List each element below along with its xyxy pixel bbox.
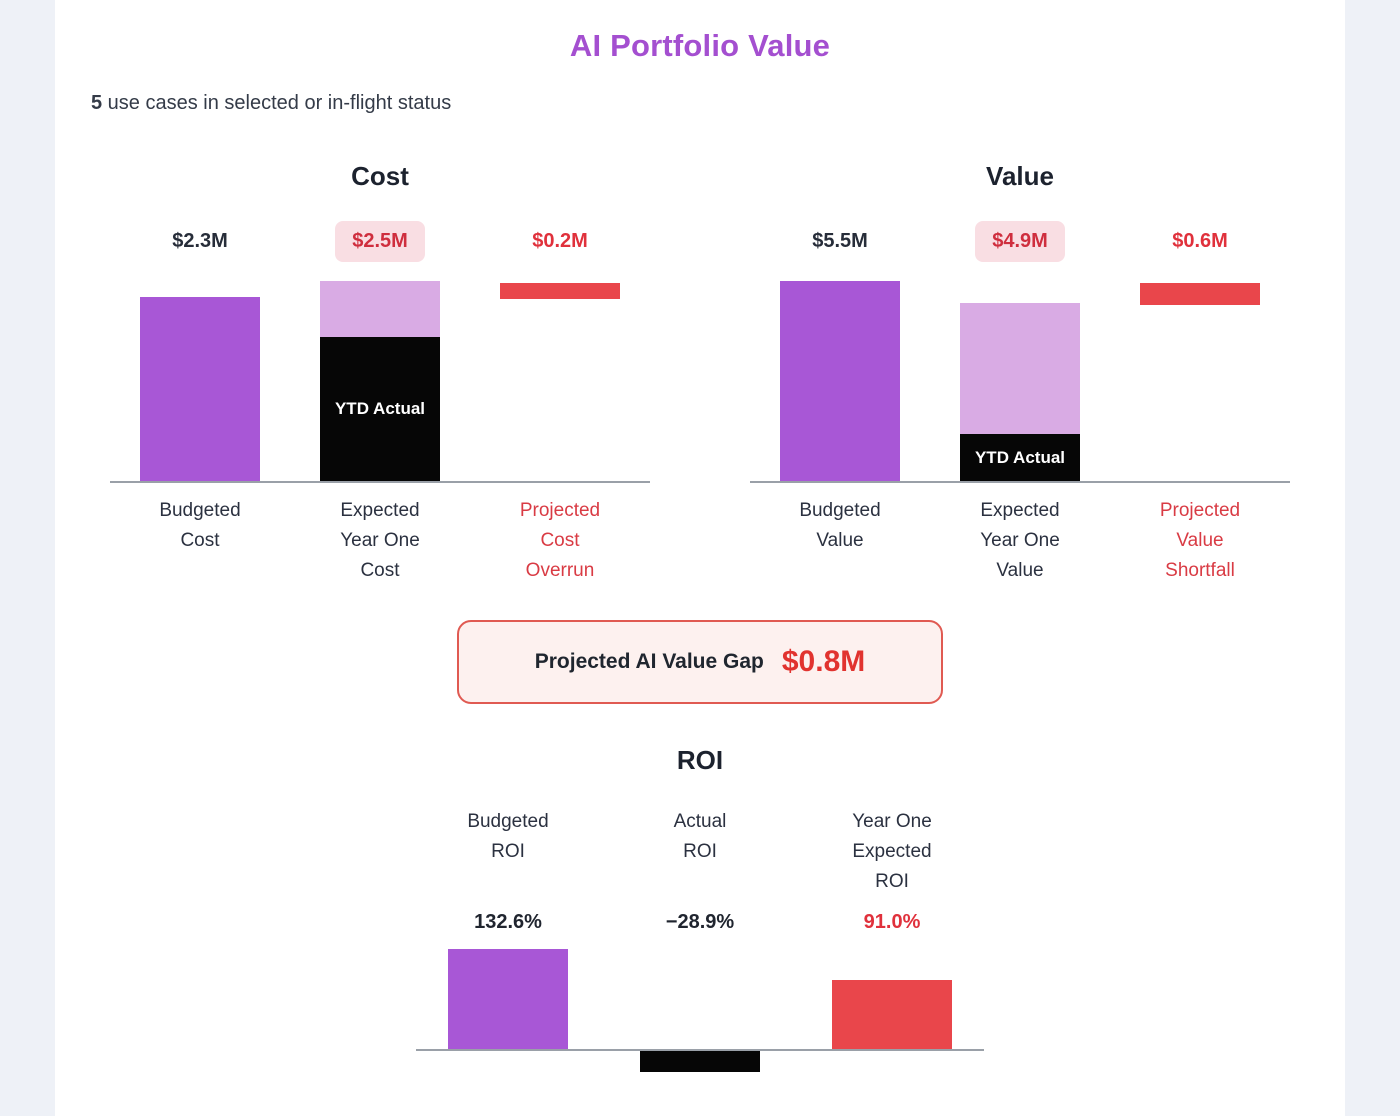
value-shortfall-value-cell: $0.6M: [1110, 230, 1290, 253]
value-shortfall-value: $0.6M: [1172, 229, 1228, 252]
value-category-labels: Budgeted Value Expected Year One Value P…: [750, 496, 1290, 586]
actual-roi-bar: [640, 1050, 760, 1072]
value-gap-amount: $0.8M: [781, 645, 866, 678]
actual-roi-value: −28.9%: [665, 911, 735, 933]
subtitle: 5 use cases in selected or in-flight sta…: [91, 88, 1345, 118]
budgeted-roi-column: [412, 949, 604, 1075]
budgeted-roi-bar: [448, 949, 568, 1049]
projected-cost-overrun-label: Projected Cost Overrun: [519, 500, 601, 581]
budgeted-value-label: Budgeted Value: [799, 500, 881, 551]
cost-value-charts-row: Cost $2.3M $2.5M $0.2M: [55, 158, 1345, 586]
budgeted-cost-value: $2.3M: [172, 229, 228, 252]
value-gap-label: Projected AI Value Gap: [534, 650, 764, 673]
cost-chart-title: Cost: [351, 161, 409, 191]
value-shortfall-column: [1110, 283, 1290, 481]
value-chart-title: Value: [986, 161, 1054, 191]
cost-plot-area: YTD Actual: [110, 281, 650, 483]
cost-overrun-value: $0.2M: [532, 229, 588, 252]
value-plot-area: YTD Actual: [750, 281, 1290, 483]
page-title: AI Portfolio Value: [569, 28, 831, 63]
expected-value-value-cell: $4.9M: [930, 220, 1110, 262]
year-one-expected-roi-column: [796, 949, 988, 1075]
budgeted-value-bar: [780, 281, 900, 481]
cost-overrun-bar: [500, 283, 620, 299]
actual-roi-column: [604, 949, 796, 1075]
cost-chart: Cost $2.3M $2.5M $0.2M: [110, 158, 650, 586]
year-one-expected-roi-value: 91.0%: [863, 911, 921, 933]
budgeted-cost-label: Budgeted Cost: [159, 500, 241, 551]
roi-value-labels: 132.6% −28.9% 91.0%: [412, 911, 988, 934]
expected-year-one-value-label: Expected Year One Value: [980, 500, 1060, 581]
expected-cost-column: YTD Actual: [290, 281, 470, 481]
expected-value-bar: YTD Actual: [960, 303, 1080, 481]
expected-cost-value-badge: $2.5M: [335, 220, 425, 262]
value-value-labels: $5.5M $4.9M $0.6M: [750, 218, 1290, 264]
year-one-expected-roi-bar: [832, 980, 952, 1049]
expected-cost-bar: YTD Actual: [320, 281, 440, 481]
expected-value-remaining-segment: [960, 303, 1080, 434]
roi-chart: ROI Budgeted ROI Actual ROI Year One Exp…: [55, 743, 1345, 1075]
budgeted-cost-column: [110, 283, 290, 481]
value-gap-banner: Projected AI Value Gap $0.8M: [457, 620, 943, 704]
year-one-expected-roi-label: Year One Expected ROI: [852, 811, 932, 892]
subtitle-text: use cases in selected or in-flight statu…: [102, 92, 452, 114]
actual-roi-label: Actual ROI: [673, 811, 727, 862]
cost-value-labels: $2.3M $2.5M $0.2M: [110, 218, 650, 264]
budgeted-value-column: [750, 281, 930, 481]
budgeted-value-value: $5.5M: [812, 229, 868, 252]
projected-value-shortfall-label: Projected Value Shortfall: [1159, 500, 1241, 581]
budgeted-cost-bar: [140, 297, 260, 481]
ytd-actual-value-segment: YTD Actual: [960, 434, 1080, 481]
budgeted-cost-value-cell: $2.3M: [110, 230, 290, 253]
ytd-actual-cost-segment: YTD Actual: [320, 337, 440, 481]
ytd-actual-cost-label: YTD Actual: [334, 399, 426, 418]
roi-category-labels: Budgeted ROI Actual ROI Year One Expecte…: [412, 807, 988, 897]
dashboard-card: AI Portfolio Value 5 use cases in select…: [55, 0, 1345, 1116]
roi-grid: Budgeted ROI Actual ROI Year One Expecte…: [412, 807, 988, 1075]
cost-overrun-value-cell: $0.2M: [470, 230, 650, 253]
ytd-actual-value-label: YTD Actual: [974, 447, 1066, 467]
expected-cost-value-cell: $2.5M: [290, 220, 470, 262]
expected-value-value-badge: $4.9M: [975, 220, 1065, 262]
value-shortfall-bar: [1140, 283, 1260, 305]
value-chart: Value $5.5M $4.9M $0.6M: [750, 158, 1290, 586]
expected-value-column: YTD Actual: [930, 283, 1110, 481]
roi-plot-area: [412, 949, 988, 1075]
roi-x-axis: [416, 1049, 984, 1051]
use-case-count: 5: [91, 92, 103, 114]
expected-year-one-cost-label: Expected Year One Cost: [340, 500, 420, 581]
budgeted-roi-label: Budgeted ROI: [467, 811, 549, 862]
expected-cost-remaining-segment: [320, 281, 440, 337]
budgeted-value-value-cell: $5.5M: [750, 230, 930, 253]
budgeted-roi-value: 132.6%: [474, 911, 542, 933]
cost-category-labels: Budgeted Cost Expected Year One Cost Pro…: [110, 496, 650, 586]
cost-overrun-column: [470, 283, 650, 481]
roi-chart-title: ROI: [676, 745, 724, 775]
